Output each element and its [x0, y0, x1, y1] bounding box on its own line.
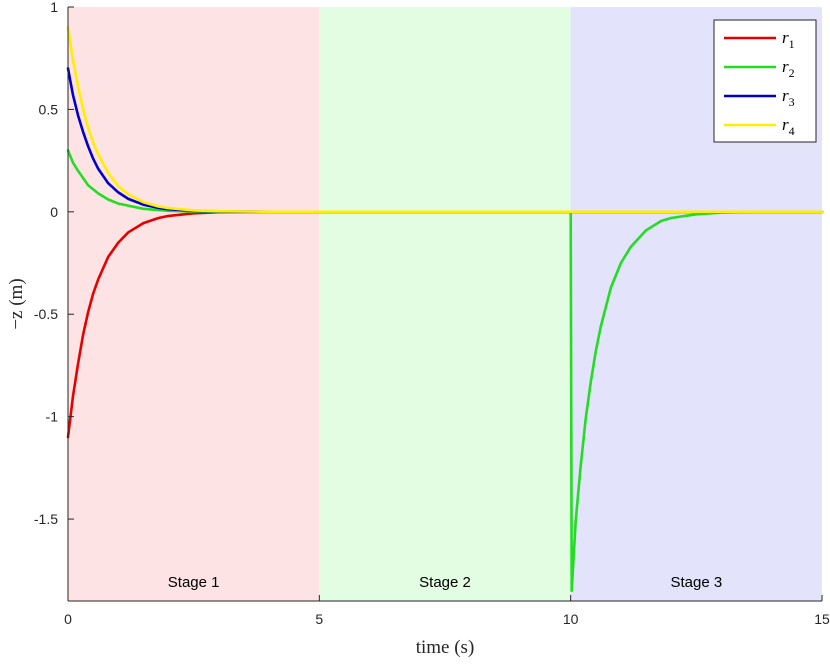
- legend-label-base: r: [782, 28, 789, 47]
- tick-labels: 0 5 10 15 -1.5 -1 -0.5 0 0.5 1: [34, 0, 830, 627]
- y-tick-label: -0.5: [34, 306, 58, 322]
- y-tick-label: 0: [50, 204, 58, 220]
- series-lines: [66, 26, 824, 593]
- x-tick-label: 15: [814, 611, 830, 627]
- y-tick-label: -1.5: [34, 511, 58, 527]
- legend-label-base: r: [782, 57, 789, 76]
- stage-2-label: Stage 2: [419, 574, 471, 591]
- y-axis-title: −z (m): [6, 278, 27, 329]
- y-tick-label: 0.5: [39, 101, 59, 117]
- legend-label-subscript: 2: [789, 66, 795, 80]
- y-tick-label: -1: [46, 409, 59, 425]
- y-tick-label: 1: [50, 0, 58, 15]
- legend-label-r3: r3: [782, 86, 795, 109]
- stage-3-label: Stage 3: [670, 574, 722, 591]
- axes: [67, 7, 822, 602]
- legend-box: [713, 19, 817, 143]
- legend-label-base: r: [782, 115, 789, 134]
- stage-backgrounds: [68, 7, 822, 601]
- x-tick-label: 0: [64, 611, 72, 627]
- x-tick-label: 5: [315, 611, 323, 627]
- x-tick-label: 10: [563, 611, 579, 627]
- legend-label-base: r: [782, 86, 789, 105]
- stage-1-label: Stage 1: [168, 574, 220, 591]
- stage-1-background: [68, 7, 320, 601]
- legend-label-r1: r1: [782, 28, 795, 51]
- x-axis-title: time (s): [416, 637, 475, 658]
- legend-label-subscript: 4: [789, 124, 795, 138]
- stage-labels: Stage 1 Stage 2 Stage 3: [168, 574, 722, 591]
- legend-label-r2: r2: [782, 57, 795, 80]
- legend-label-subscript: 3: [789, 95, 795, 109]
- legend-label-r4: r4: [782, 115, 795, 138]
- series-line-r4: [66, 26, 824, 214]
- legend-label-subscript: 1: [789, 37, 795, 51]
- series-line-r2: [66, 149, 824, 593]
- stage-2-background: [319, 7, 571, 601]
